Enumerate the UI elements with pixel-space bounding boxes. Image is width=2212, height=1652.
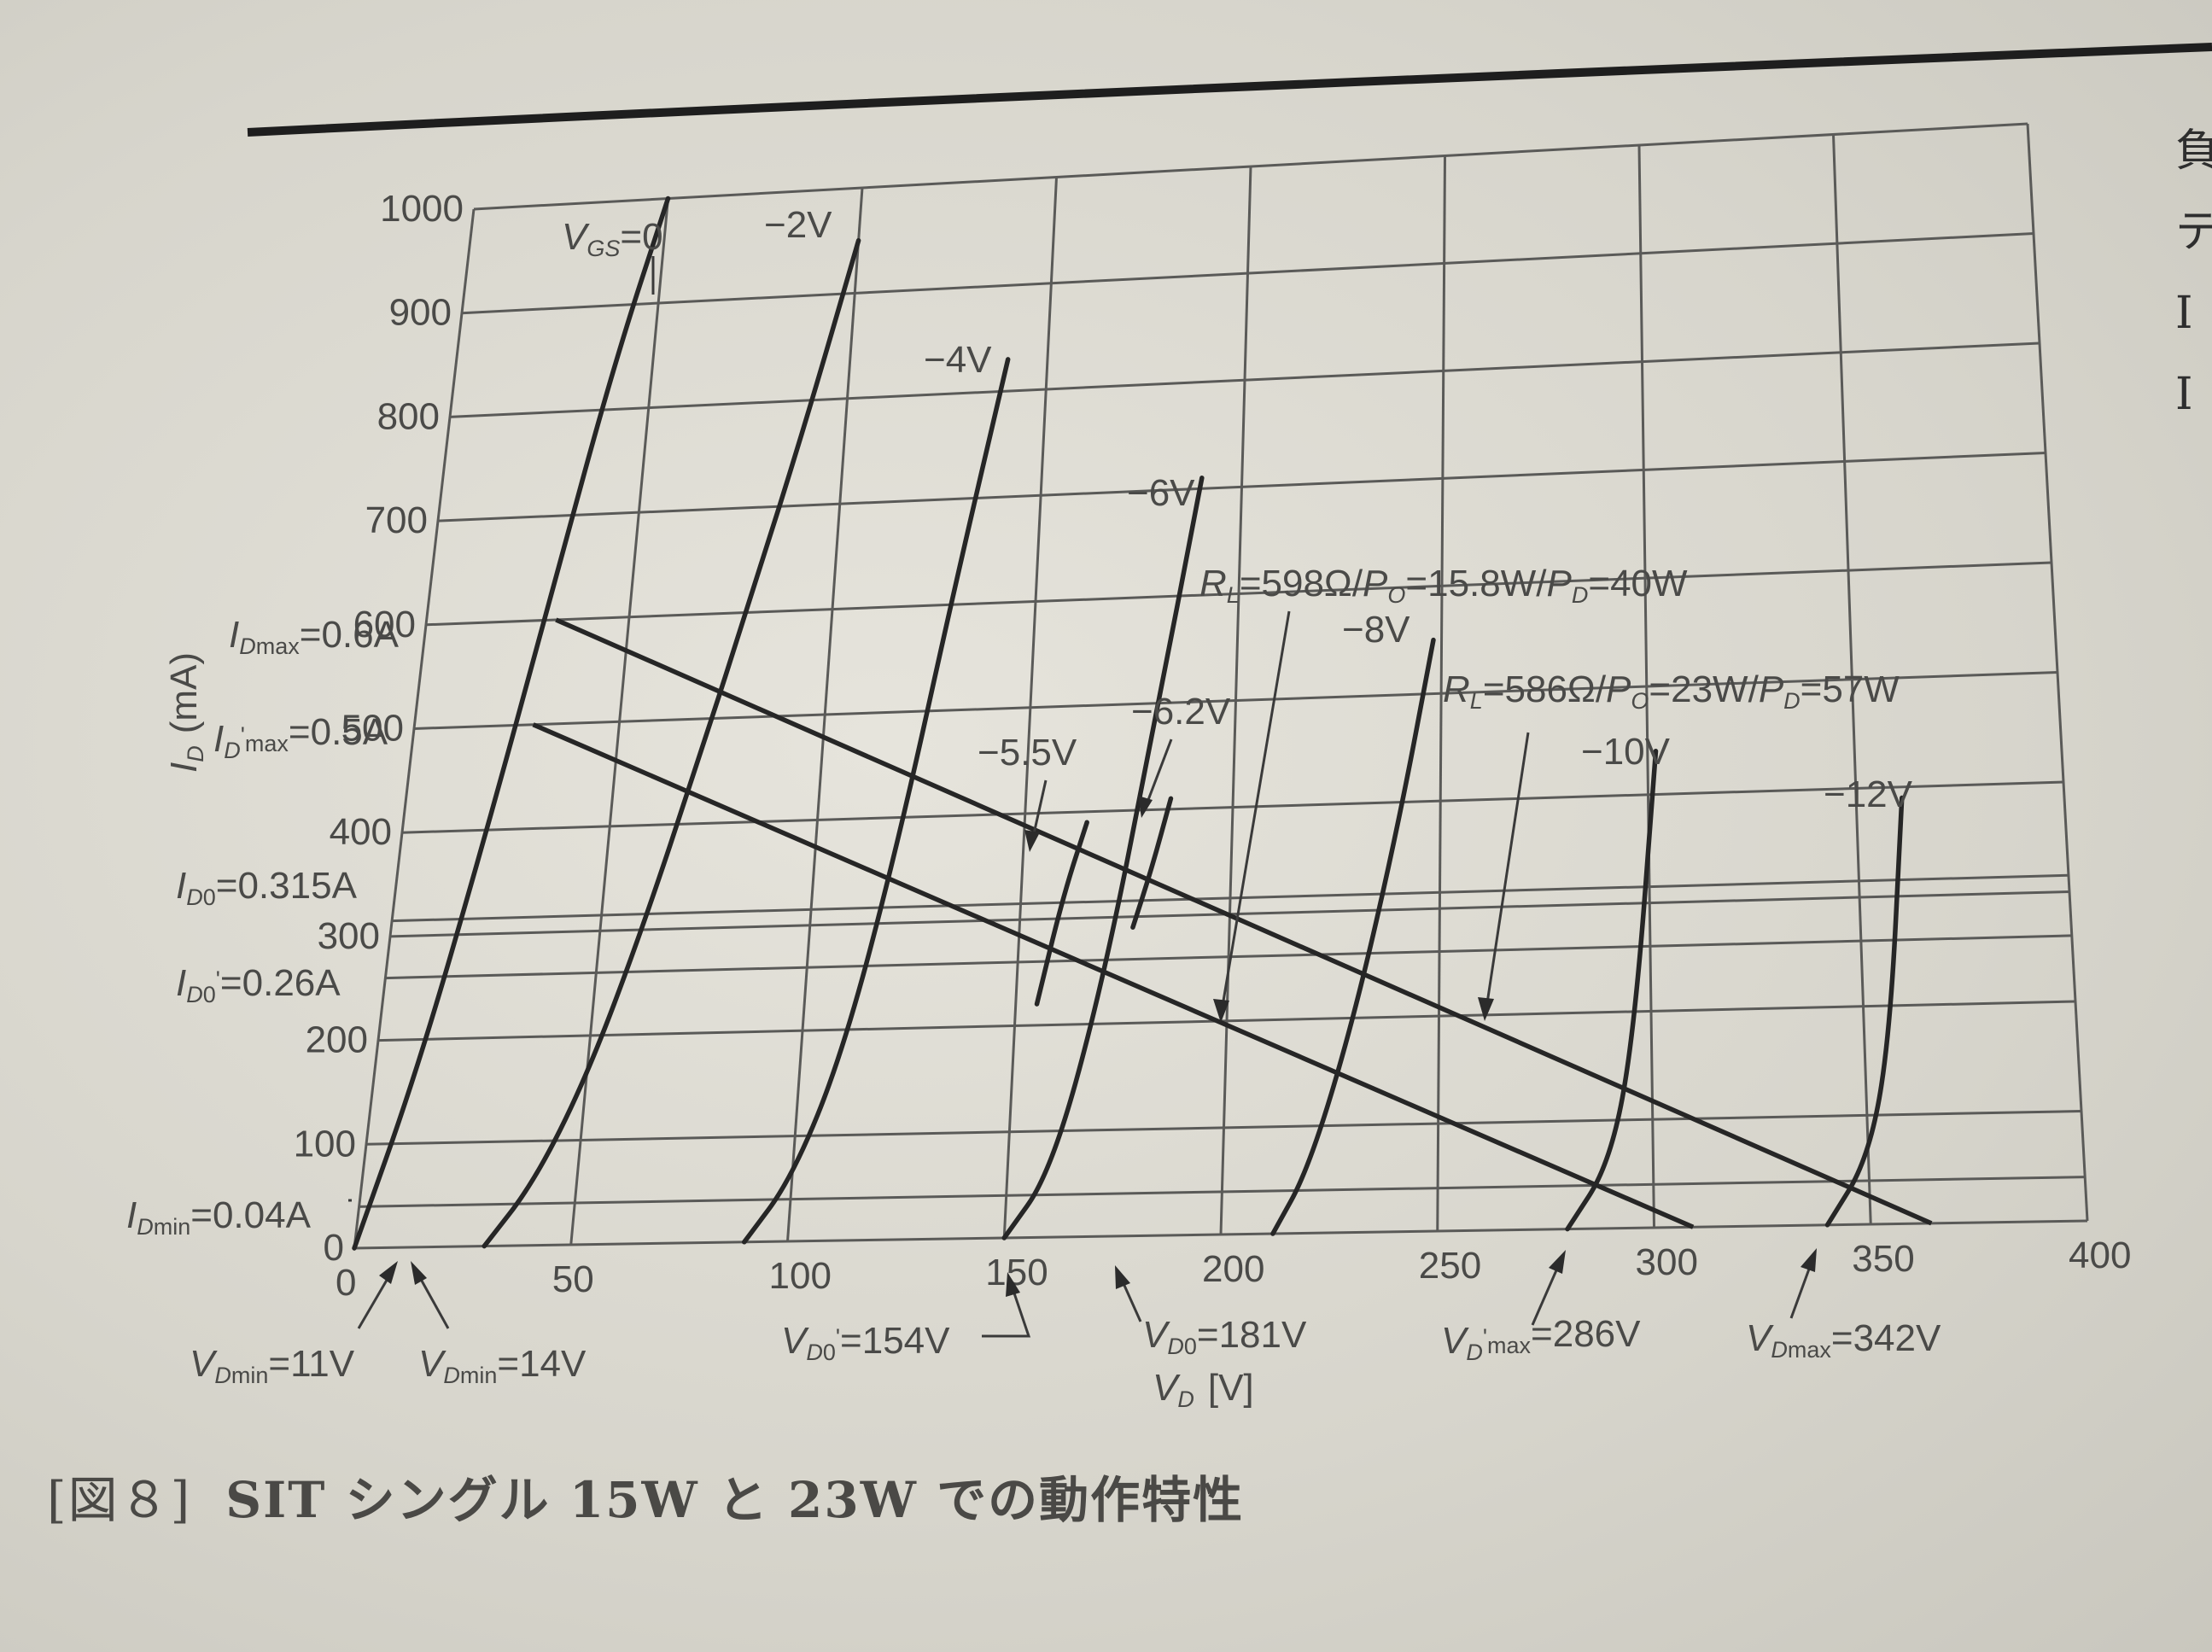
curve-−2V <box>482 237 861 1249</box>
label-minus62v: −6.2V <box>1131 691 1231 733</box>
x-tick-label: 100 <box>769 1255 832 1297</box>
y-tick-label: 500 <box>341 708 404 750</box>
x-tick-label: 300 <box>1636 1241 1698 1283</box>
label-vgs0: VGS=0 <box>562 216 663 261</box>
y-tick-label: 100 <box>294 1123 356 1165</box>
side-char: 負 <box>2175 126 2212 177</box>
side-char: テ <box>2175 207 2212 258</box>
vdmax-label: VDmax=342V <box>1746 1317 1941 1363</box>
arrow-55v <box>1024 830 1040 852</box>
x-axis-label: VD [V] <box>1153 1367 1254 1412</box>
leader-rl2 <box>1484 732 1530 1015</box>
arrow-rl2 <box>1478 997 1494 1021</box>
gridline-y <box>473 122 2028 211</box>
y-tick-label: 200 <box>306 1019 368 1061</box>
leader-rl1 <box>1219 610 1291 1017</box>
x-tick-label: 150 <box>985 1252 1048 1293</box>
load-line <box>555 617 1933 1226</box>
label-minus12v: −12V <box>1824 773 1913 815</box>
curve-−5.5V <box>1034 820 1089 1007</box>
annotation-leaders <box>348 256 1817 1338</box>
label-minus55v: −5.5V <box>978 732 1077 773</box>
side-char: I <box>2175 369 2193 420</box>
load-lines <box>532 617 1933 1229</box>
ticks: 0 50 100 150 200 250 300 350 400 0 100 200 300 400 500… <box>294 188 2132 1304</box>
x-tick-label: 250 <box>1419 1245 1481 1287</box>
id0-label: ID0=0.315A <box>176 865 358 910</box>
vdmin1-label: VDmin=11V <box>190 1343 355 1388</box>
y-tick-label: 900 <box>389 292 452 334</box>
y-tick-label: 300 <box>318 915 380 957</box>
label-minus4v: −4V <box>924 339 992 381</box>
x-tick-label: 50 <box>552 1258 594 1300</box>
gridline-y <box>353 1219 2088 1250</box>
y-tick-label: 700 <box>365 499 428 541</box>
x-tick-label: 200 <box>1202 1248 1264 1290</box>
curve-−8V <box>1270 637 1436 1236</box>
header-rule <box>247 43 2212 137</box>
gridline-y <box>461 232 2034 315</box>
side-char: I <box>2175 288 2193 339</box>
vdmaxp-label: VD'max=286V <box>1441 1313 1641 1365</box>
arrow-rl1 <box>1213 999 1229 1023</box>
y-axis-label: ID(mA) <box>163 652 208 773</box>
curves <box>352 196 1905 1251</box>
label-minus10v: −10V <box>1581 731 1671 773</box>
label-minus6v: −6V <box>1127 472 1195 514</box>
gridline-y <box>449 341 2040 418</box>
gridline-y <box>413 671 2058 730</box>
arrow-62v <box>1138 796 1153 818</box>
gridline-y <box>365 1110 2082 1146</box>
load-line-label-1: RL=598Ω/PO=15.8W/PD=40W <box>1199 563 1688 608</box>
y-tick-label: 0 <box>324 1227 344 1269</box>
arrow-vdmaxp <box>1549 1250 1566 1274</box>
vdmin2-label: VDmin=14V <box>418 1343 587 1388</box>
load-line <box>532 722 1695 1229</box>
y-tick-label: 1000 <box>380 188 464 230</box>
leader-vd0p <box>982 1280 1031 1338</box>
label-minus8v: −8V <box>1342 609 1410 651</box>
arrow-vdmin1 <box>379 1261 398 1284</box>
y-tick-label: 800 <box>377 395 440 437</box>
arrow-vd0 <box>1115 1265 1130 1289</box>
arrow-vdmin2 <box>411 1261 427 1285</box>
y-tick-label: 600 <box>353 604 416 645</box>
curve-−4V <box>742 357 1011 1245</box>
reference-line <box>359 1176 2086 1208</box>
curve-−6.2V <box>1130 796 1174 930</box>
vd0p-label: VD0'=154V <box>781 1320 950 1365</box>
gridline-y <box>437 452 2046 522</box>
idmax2-label: ID'max=0.5A <box>213 711 388 763</box>
reference-line <box>392 873 2069 923</box>
adjacent-column-text: 負 テ I I <box>2175 111 2212 435</box>
figure-caption: [図８] SIT シングル 15W と 23W での動作特性 <box>47 1460 1244 1532</box>
vd0-label: VD0=181V <box>1142 1314 1307 1359</box>
idmin-label: IDmin=0.04A <box>126 1194 312 1240</box>
curve-−12V <box>1824 795 1905 1228</box>
curve-VGS=0 <box>352 196 671 1251</box>
id02-label: ID0'=0.26A <box>176 962 341 1007</box>
x-tick-label: 350 <box>1852 1238 1914 1280</box>
figure-title: SIT シングル 15W と 23W での動作特性 <box>225 1471 1245 1529</box>
x-tick-label: 400 <box>2069 1235 2131 1276</box>
arrow-vdmax <box>1801 1248 1817 1272</box>
label-minus2v: −2V <box>764 204 832 246</box>
figure-number: [図８] <box>47 1471 192 1529</box>
x-tick-label: 0 <box>336 1262 356 1304</box>
arrow-vd0p <box>1006 1272 1020 1297</box>
gridline-y <box>425 561 2052 627</box>
load-line-label-2: RL=586Ω/PO=23W/PD=57W <box>1443 668 1900 714</box>
idmax-label: IDmax=0.6A <box>229 614 400 659</box>
curve-−10V <box>1565 749 1659 1232</box>
reference-line <box>385 934 2072 980</box>
curve-−6V <box>1001 476 1205 1240</box>
gridline-y <box>377 1000 2076 1042</box>
y-tick-label: 400 <box>330 811 392 853</box>
